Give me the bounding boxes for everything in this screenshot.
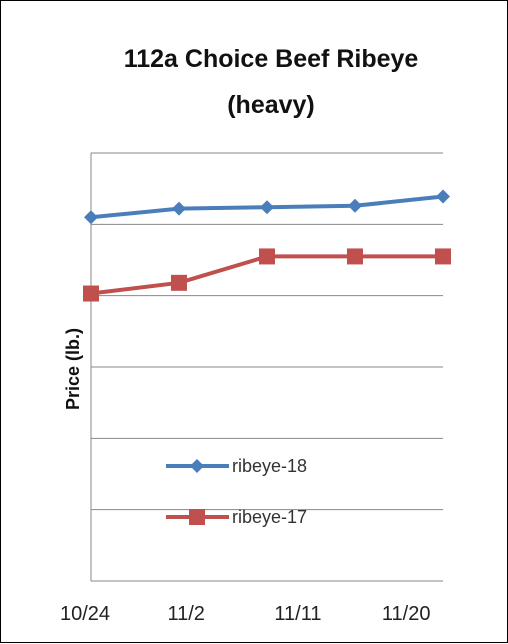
x-tick-label: 11/11 <box>274 603 321 625</box>
data-point-ribeye-18 <box>436 189 450 204</box>
gridlines <box>91 152 443 511</box>
data-point-ribeye-17 <box>347 248 363 265</box>
legend-label-ribeye-17: ribeye-17 <box>232 507 307 527</box>
chart-title: 112a Choice Beef Ribeye <box>123 45 419 73</box>
data-point-ribeye-18 <box>260 200 274 215</box>
x-tick-label: 11/20 <box>382 603 431 625</box>
data-point-ribeye-17 <box>435 248 451 265</box>
legend: ribeye-18 ribeye-17 <box>166 456 307 527</box>
chart-subtitle: (heavy) <box>227 91 315 119</box>
x-tick-label: 10/24 <box>60 603 110 625</box>
y-axis-label: Price (lb.) <box>63 328 83 410</box>
x-tick-label: 11/2 <box>167 603 204 625</box>
data-point-ribeye-18 <box>172 201 186 216</box>
series-layer <box>83 189 451 302</box>
data-point-ribeye-17 <box>171 274 187 291</box>
x-tick-labels: 10/24 11/2 11/11 11/20 <box>60 603 431 625</box>
data-point-ribeye-17 <box>259 248 275 265</box>
data-point-ribeye-18 <box>348 198 362 213</box>
legend-marker-ribeye-18 <box>190 459 204 473</box>
data-point-ribeye-18 <box>84 210 98 225</box>
legend-marker-ribeye-17 <box>189 509 205 525</box>
legend-label-ribeye-18: ribeye-18 <box>232 456 307 476</box>
data-point-ribeye-17 <box>83 285 99 302</box>
